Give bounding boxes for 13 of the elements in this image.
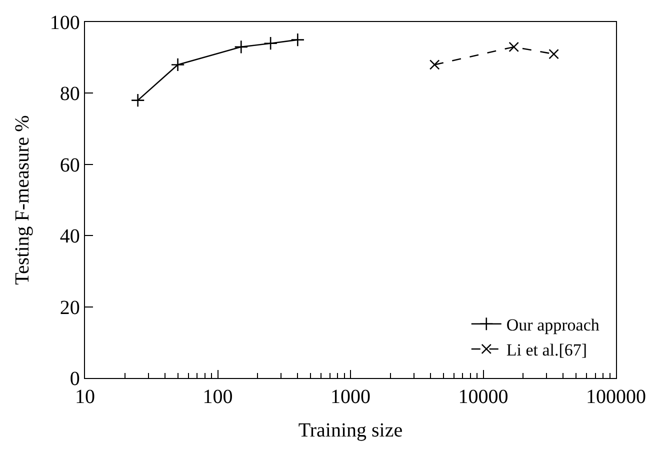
- y-tick-label: 100: [50, 12, 80, 34]
- y-tick-label: 80: [60, 83, 80, 106]
- y-axis-title: Testing F-measure %: [11, 115, 34, 285]
- x-tick-label: 10000: [458, 386, 508, 408]
- x-tick-label: 100: [202, 386, 233, 408]
- x-tick-label: 100000: [586, 386, 646, 408]
- x-axis-title: Training size: [298, 420, 403, 442]
- y-tick-label: 40: [60, 226, 80, 248]
- legend-label: Li et al.[67]: [506, 340, 588, 360]
- x-tick-label: 1000: [330, 386, 370, 408]
- y-tick-label: 60: [60, 154, 80, 176]
- legend-label: Our approach: [506, 316, 600, 334]
- y-tick-label: 20: [60, 296, 80, 319]
